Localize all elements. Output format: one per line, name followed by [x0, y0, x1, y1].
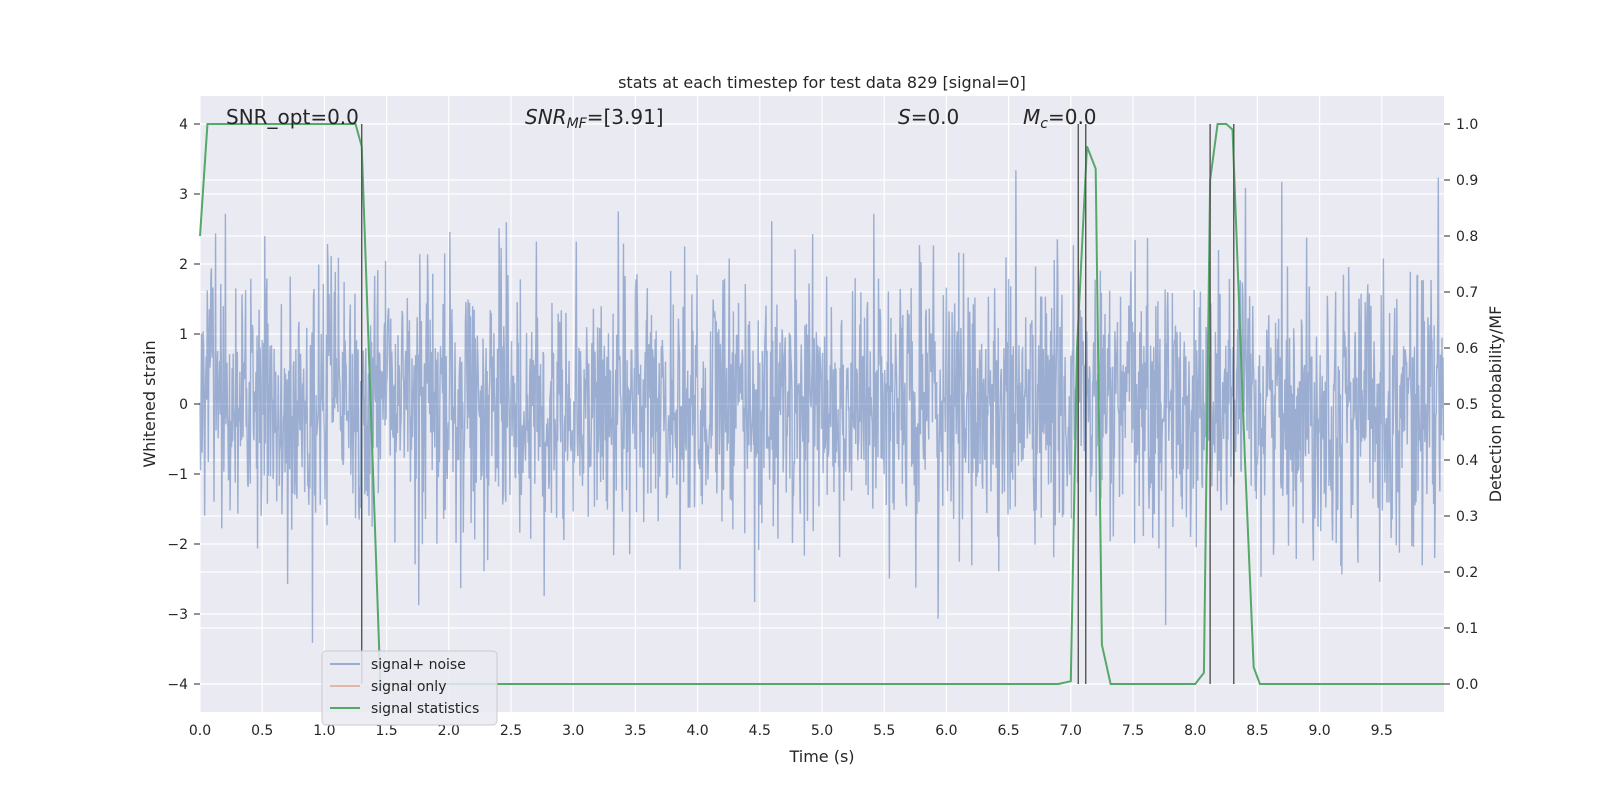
y-tick-label-right: 0.5	[1456, 397, 1478, 413]
chart-title: stats at each timestep for test data 829…	[618, 73, 1026, 92]
y-axis-left-ticks: 4 3 2 1 0 −1 −2 −3 −4	[167, 117, 200, 693]
x-tick-label: 3.5	[624, 723, 646, 739]
annotation-mc: Mc=0.0	[1023, 105, 1097, 132]
annotation-snr-mf: SNRMF=[3.91]	[525, 105, 664, 132]
y-tick-label-left: −3	[167, 607, 188, 623]
y-tick-label-right: 1.0	[1456, 117, 1478, 133]
y-tick-label-left: 1	[179, 327, 188, 343]
y-axis-right-label: Detection probability/MF	[1486, 306, 1505, 503]
y-tick-label-right: 0.9	[1456, 173, 1478, 189]
noise-line	[199, 170, 1445, 643]
y-axis-right-ticks: 1.0 0.9 0.8 0.7 0.6 0.5 0.4 0.3 0.2 0.1 0.0	[1444, 117, 1478, 693]
series-signal-statistics	[199, 123, 1444, 685]
x-tick-label: 7.5	[1122, 723, 1144, 739]
legend-label-signal-noise: signal+ noise	[371, 657, 466, 673]
legend: signal+ noise signal only signal statist…	[321, 650, 498, 726]
vertical-markers	[361, 124, 1235, 684]
x-tick-label: 2.5	[500, 723, 522, 739]
y-axis-left-label: Whitened strain	[140, 340, 159, 467]
y-tick-label-left: −1	[167, 467, 188, 483]
y-tick-label-left: 4	[179, 117, 188, 133]
x-tick-label: 4.5	[749, 723, 771, 739]
x-tick-label: 8.5	[1246, 723, 1268, 739]
series-signal-noise	[199, 170, 1445, 643]
annotation-snr-opt: SNR_opt=0.0	[226, 105, 359, 129]
y-tick-label-left: 3	[179, 187, 188, 203]
x-tick-label: 1.5	[375, 723, 397, 739]
y-tick-label-right: 0.6	[1456, 341, 1478, 357]
x-tick-label: 3.0	[562, 723, 584, 739]
x-tick-label: 7.0	[1060, 723, 1082, 739]
y-tick-label-right: 0.2	[1456, 565, 1478, 581]
x-tick-label: 6.0	[935, 723, 957, 739]
legend-box	[321, 650, 498, 726]
x-tick-label: 1.0	[313, 723, 335, 739]
x-tick-label: 0.0	[189, 723, 211, 739]
statistics-line	[199, 123, 1444, 685]
x-tick-label: 0.5	[251, 723, 273, 739]
y-tick-label-left: 0	[179, 397, 188, 413]
y-tick-label-left: 2	[179, 257, 188, 273]
legend-label-signal-only: signal only	[371, 679, 446, 695]
x-tick-label: 5.5	[873, 723, 895, 739]
y-tick-label-right: 0.7	[1456, 285, 1478, 301]
annotation-s: S=0.0	[898, 105, 959, 129]
x-tick-label: 5.0	[811, 723, 833, 739]
x-axis-ticks: 0.0 0.5 1.0 1.5 2.0 2.5 3.0 3.5 4.0 4.5 5.0 5.5 6.0 6…	[189, 723, 1393, 739]
y-tick-label-right: 0.0	[1456, 677, 1478, 693]
y-tick-label-right: 0.4	[1456, 453, 1478, 469]
x-axis-label: Time (s)	[788, 747, 854, 766]
x-tick-label: 2.0	[438, 723, 460, 739]
x-tick-label: 9.0	[1308, 723, 1330, 739]
x-tick-label: 9.5	[1371, 723, 1393, 739]
y-tick-label-right: 0.8	[1456, 229, 1478, 245]
y-tick-label-left: −2	[167, 537, 188, 553]
x-tick-label: 8.0	[1184, 723, 1206, 739]
legend-label-signal-statistics: signal statistics	[371, 701, 479, 717]
y-tick-label-right: 0.3	[1456, 509, 1478, 525]
x-tick-label: 6.5	[997, 723, 1019, 739]
y-tick-label-left: −4	[167, 677, 188, 693]
x-tick-label: 4.0	[686, 723, 708, 739]
y-tick-label-right: 0.1	[1456, 621, 1478, 637]
